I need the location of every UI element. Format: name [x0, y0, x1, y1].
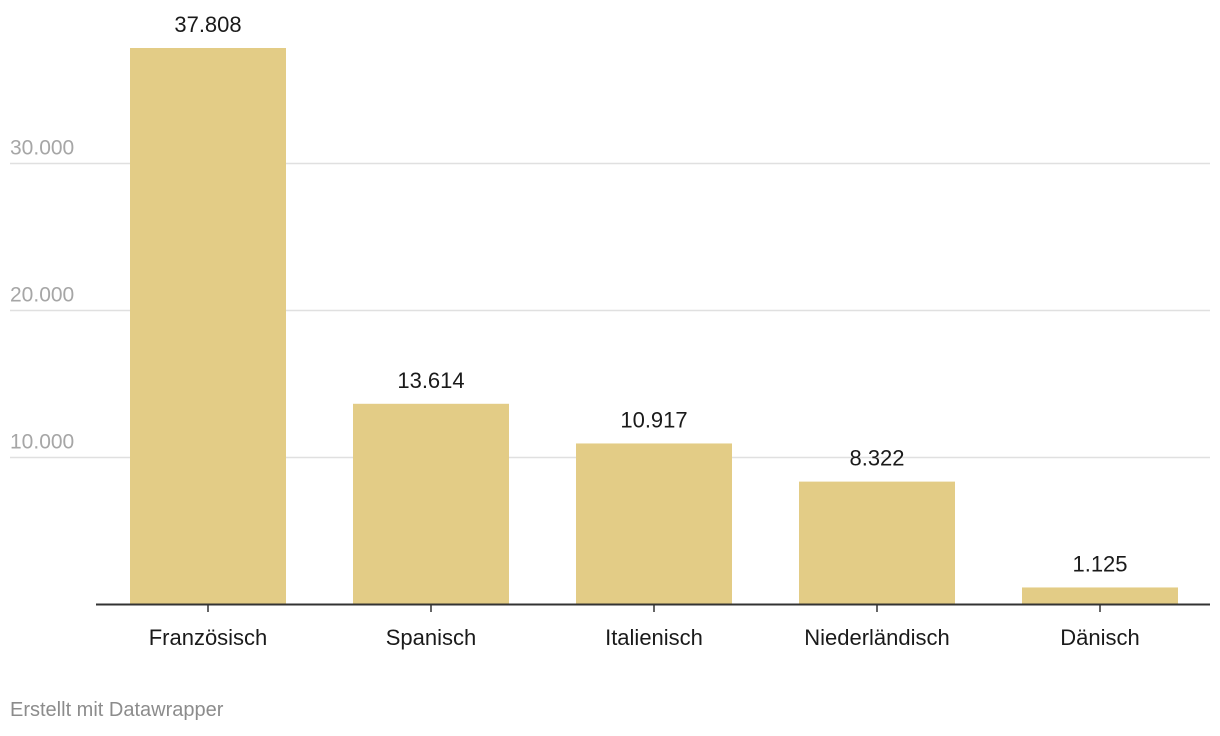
value-label: 8.322: [849, 446, 904, 471]
bar: [130, 48, 286, 604]
x-axis: [96, 603, 1210, 612]
x-tick-label: Italienisch: [605, 625, 703, 650]
y-tick-label: 30.000: [10, 137, 74, 160]
value-label: 37.808: [174, 12, 241, 37]
value-label: 10.917: [620, 407, 687, 432]
value-label: 1.125: [1072, 551, 1127, 576]
x-tick-label: Dänisch: [1060, 625, 1139, 650]
bar-chart: 10.000 20.000 30.000 37.808 13.614 10.917 8.3…: [10, 12, 1210, 650]
y-axis-tick-labels: 10.000 20.000 30.000: [10, 137, 74, 454]
bar: [576, 443, 732, 604]
value-label: 13.614: [397, 368, 464, 393]
bar: [799, 481, 955, 604]
bars: [130, 48, 1178, 604]
y-tick-label: 20.000: [10, 284, 74, 307]
value-labels: 37.808 13.614 10.917 8.322 1.125: [174, 12, 1127, 576]
y-tick-label: 10.000: [10, 431, 74, 454]
footer-credit: Erstellt mit Datawrapper: [10, 699, 224, 721]
x-axis-tick-labels: Französisch Spanisch Italienisch Niederländ…: [149, 625, 1140, 650]
x-tick-label: Niederländisch: [804, 625, 950, 650]
x-tick-label: Spanisch: [386, 625, 477, 650]
bar: [353, 403, 509, 604]
bar: [1022, 587, 1178, 604]
x-tick-label: Französisch: [149, 625, 268, 650]
